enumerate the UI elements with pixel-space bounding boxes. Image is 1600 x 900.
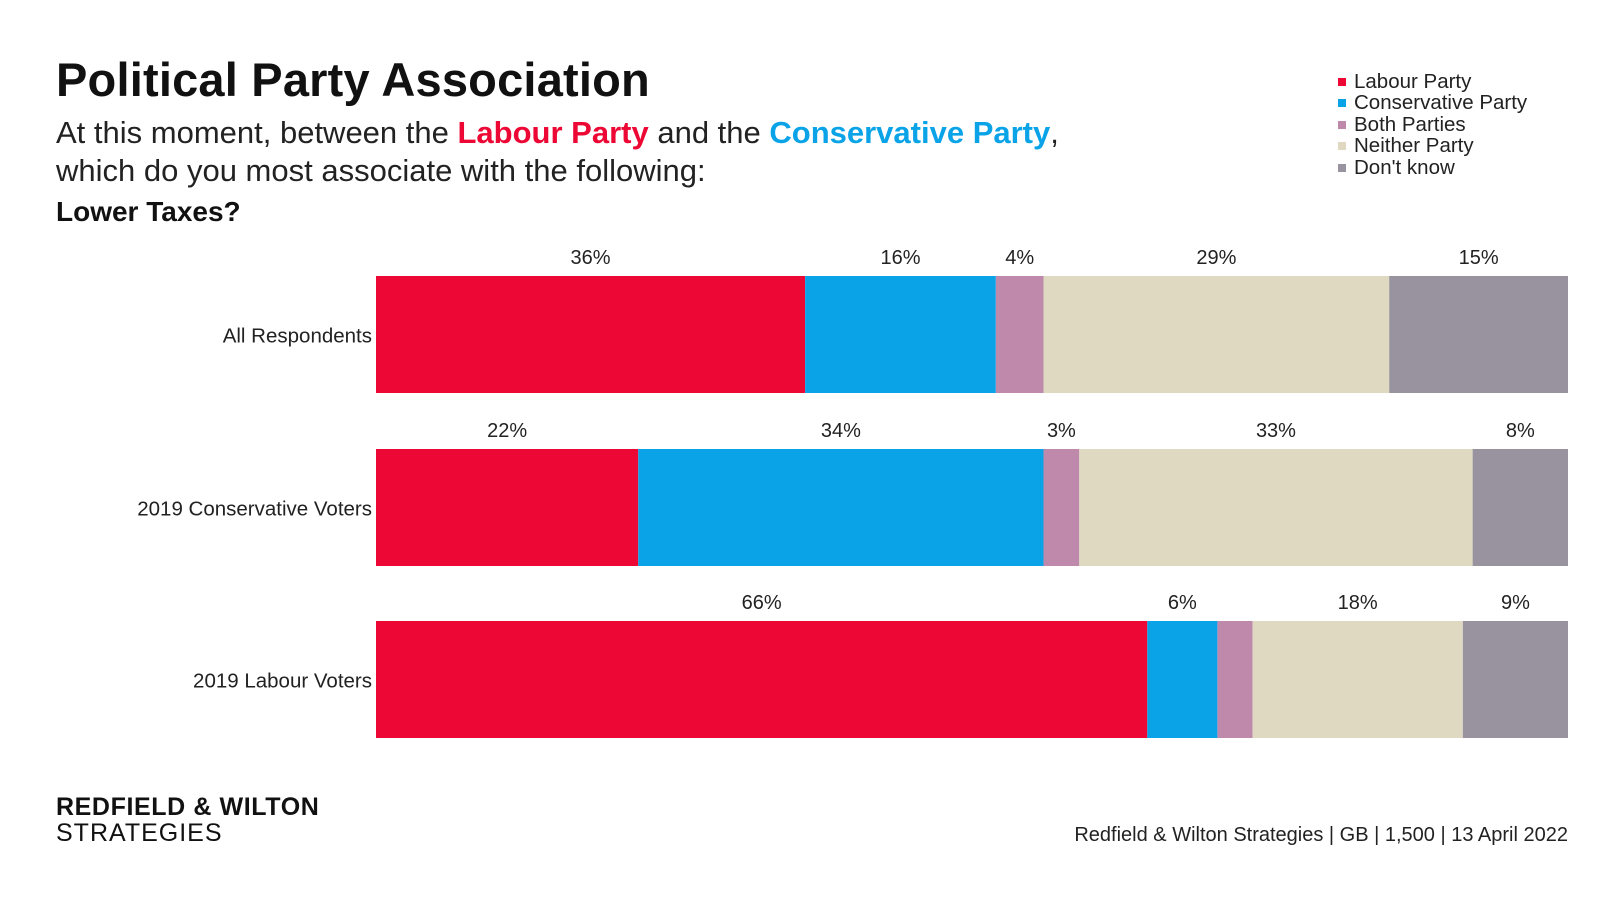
legend-swatch: [1338, 120, 1346, 129]
data-label: 8%: [1506, 420, 1535, 442]
bar-segment: [805, 276, 996, 393]
bar-segment: [1472, 449, 1568, 566]
data-label: 29%: [1196, 247, 1236, 269]
bar-segment: [1079, 449, 1473, 566]
legend-label: Neither Party: [1354, 134, 1474, 158]
data-label: 16%: [880, 247, 920, 269]
legend-item: Labour Party: [1338, 69, 1527, 93]
legend-item: Both Parties: [1338, 112, 1527, 136]
subtitle-text-end: ,: [1050, 115, 1059, 150]
data-label: 22%: [487, 420, 527, 442]
bar-segment: [1217, 621, 1253, 738]
stacked-bar-chart: All Respondents 36% 16% 4% 29% 15% 2019 Conser…: [137, 247, 1568, 738]
data-label: 4%: [1005, 247, 1034, 269]
category-label: 2019 Conservative Voters: [137, 498, 372, 521]
legend-swatch: [1338, 163, 1346, 172]
legend-label: Both Parties: [1354, 112, 1466, 136]
question-label: Lower Taxes?: [56, 196, 241, 227]
bar-segment: [1389, 276, 1568, 393]
legend-item: Conservative Party: [1338, 91, 1528, 115]
bar-segment: [1462, 621, 1568, 738]
logo-line-1: REDFIELD & WILTON: [56, 793, 320, 821]
source-note: Redfield & Wilton Strategies | GB | 1,50…: [1074, 824, 1568, 846]
bar-segment: [1147, 621, 1218, 738]
category-label: 2019 Labour Voters: [193, 670, 372, 693]
data-label: 34%: [821, 420, 861, 442]
legend-swatch: [1338, 142, 1346, 151]
bar-segment: [376, 276, 806, 393]
bar-segment: [1252, 621, 1463, 738]
subtitle-conservative-party: Conservative Party: [769, 115, 1051, 150]
legend-swatch: [1338, 77, 1346, 86]
data-label: 18%: [1338, 592, 1378, 614]
logo-line-2: STRATEGIES: [56, 819, 223, 847]
subtitle-text-start: At this moment, between the: [56, 115, 458, 150]
data-label: 6%: [1168, 592, 1197, 614]
data-label: 33%: [1256, 420, 1296, 442]
chart-legend: Labour Party Conservative Party Both Parti…: [1338, 69, 1528, 179]
legend-label: Conservative Party: [1354, 91, 1528, 115]
bar-segment: [1043, 449, 1080, 566]
subtitle-text-middle: and the: [648, 115, 770, 150]
data-label: 9%: [1501, 592, 1530, 614]
bar-segment: [1043, 276, 1390, 393]
legend-swatch: [1338, 99, 1346, 108]
legend-label: Don't know: [1354, 155, 1455, 179]
legend-item: Neither Party: [1338, 134, 1527, 158]
category-label: All Respondents: [223, 325, 372, 348]
data-label: 66%: [742, 592, 782, 614]
legend-label: Labour Party: [1354, 69, 1472, 93]
subtitle-labour-party: Labour Party: [457, 115, 649, 150]
bar-segment: [638, 449, 1044, 566]
data-label: 36%: [571, 247, 611, 269]
chart-title: Political Party Association: [56, 53, 650, 106]
bar-segment: [995, 276, 1044, 393]
chart-subtitle: At this moment, between the Labour Party…: [56, 114, 1256, 190]
bar-segment: [376, 449, 639, 566]
data-label: 15%: [1459, 247, 1499, 269]
brand-logo: REDFIELD & WILTON STRATEGIES: [56, 794, 319, 846]
subtitle-line-2: which do you most associate with the fol…: [56, 153, 706, 188]
legend-item: Don't know: [1338, 155, 1527, 179]
bar-segment: [376, 621, 1148, 738]
data-label: 3%: [1047, 420, 1076, 442]
